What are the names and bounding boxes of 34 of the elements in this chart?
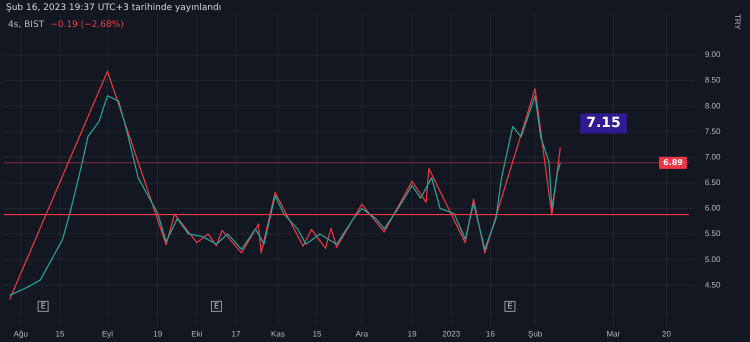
x-tick-label: 16	[486, 329, 496, 338]
x-tick-label: 2023	[442, 329, 461, 338]
x-tick-label: 19	[153, 329, 163, 338]
ref-line-label: 6.89	[663, 158, 684, 167]
y-tick-label: 8.00	[704, 101, 721, 110]
annotation: −0.19 (−2.68%)	[50, 20, 124, 30]
x-tick-label: Ara	[356, 329, 369, 338]
y-tick-label: 6.50	[704, 178, 721, 188]
y-tick-label: 6.00	[704, 204, 721, 213]
y-tick-label: 4.50	[704, 280, 721, 290]
annotation: 7.15	[586, 115, 621, 132]
x-tick-label: Mar	[606, 329, 621, 338]
y-tick-label: 5.00	[704, 254, 721, 264]
y-tick-label: 9.00	[704, 50, 721, 60]
x-tick-label: 19	[408, 329, 418, 338]
x-tick-label: Ağu	[14, 329, 28, 338]
annotation: E	[507, 301, 512, 310]
y-tick-label: 7.50	[704, 126, 721, 136]
annotation: E	[40, 301, 46, 310]
x-tick-label: 15	[55, 329, 65, 338]
annotation: E	[214, 301, 219, 310]
x-tick-label: 15	[312, 329, 322, 338]
x-tick-label: Şub	[528, 329, 543, 338]
y-tick-label: 8.50	[704, 76, 721, 85]
y-axis-title: TRY	[732, 14, 742, 31]
y-tick-label: 5.50	[704, 229, 721, 238]
y-tick-label: 7.00	[704, 152, 721, 162]
x-tick-label: 17	[232, 329, 241, 338]
x-tick-label: Eyl	[102, 329, 114, 338]
chart-title: Şub 16, 2023 19:37 UTC+3 tarihinde yayınlandı	[6, 3, 222, 13]
x-tick-label: 20	[662, 329, 672, 338]
x-tick-label: Eki	[191, 329, 203, 338]
text: 4s, BIST	[8, 20, 44, 30]
x-tick-label: Kas	[271, 329, 285, 338]
